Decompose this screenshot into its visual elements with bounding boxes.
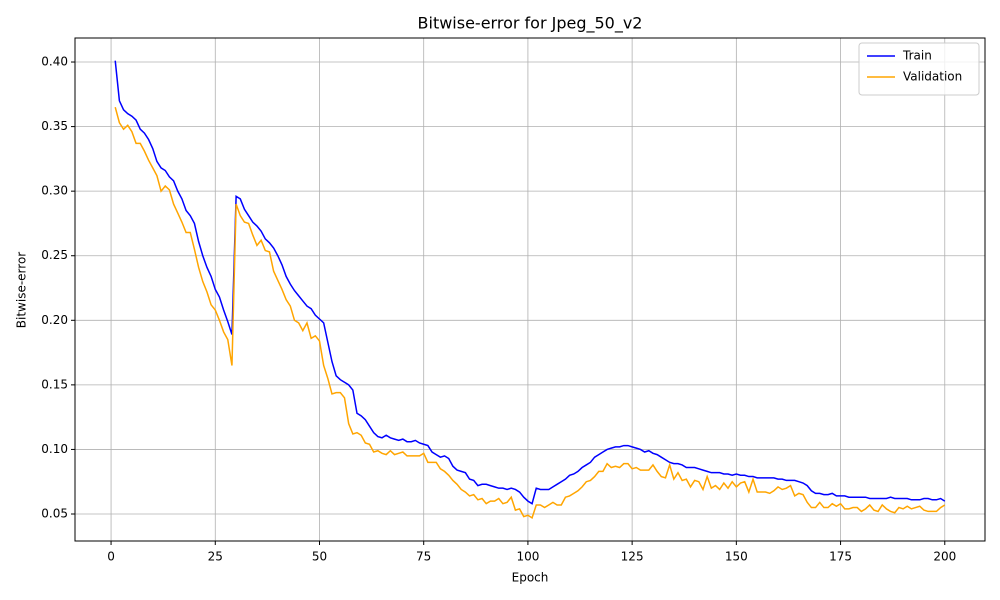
x-tick-label: 75 [416, 550, 431, 564]
legend-label: Validation [903, 70, 962, 84]
y-axis-label: Bitwise-error [15, 252, 29, 329]
x-axis-label: Epoch [512, 571, 549, 585]
x-tick-label: 100 [516, 550, 539, 564]
y-tick-label: 0.25 [41, 248, 68, 262]
y-tick-label: 0.20 [41, 313, 68, 327]
x-tick-label: 175 [829, 550, 852, 564]
x-tick-label: 50 [312, 550, 327, 564]
y-tick-label: 0.10 [41, 442, 68, 456]
series-line [114, 107, 946, 520]
legend-label: Train [902, 49, 932, 63]
x-tick-label: 125 [621, 550, 644, 564]
chart-title: Bitwise-error for Jpeg_50_v2 [418, 14, 643, 34]
y-tick-label: 0.15 [41, 377, 68, 391]
y-tick-label: 0.30 [41, 184, 68, 198]
y-tick-label: 0.35 [41, 119, 68, 133]
series-line [114, 60, 946, 505]
x-tick-label: 200 [933, 550, 956, 564]
x-tick-label: 25 [208, 550, 223, 564]
x-tick-label: 0 [107, 550, 115, 564]
y-tick-label: 0.40 [41, 55, 68, 69]
plot-frame [74, 37, 986, 542]
y-tick-label: 0.05 [41, 507, 68, 521]
x-tick-label: 150 [725, 550, 748, 564]
